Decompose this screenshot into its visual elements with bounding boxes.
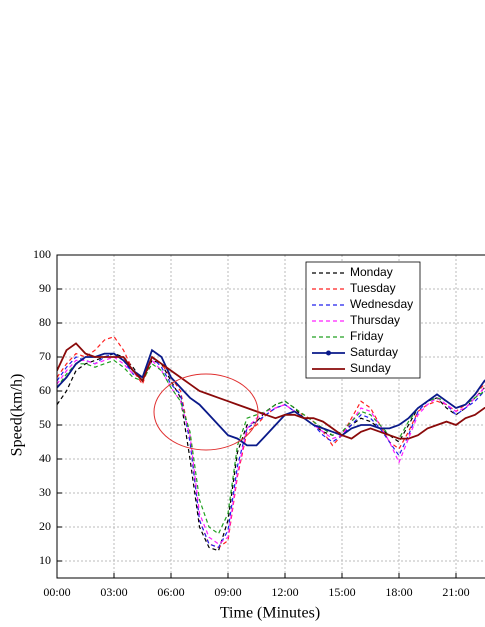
- series-line: [57, 359, 485, 535]
- y-tick-label: 20: [39, 519, 51, 533]
- y-tick-label: 70: [39, 349, 51, 363]
- x-tick-label: 12:00: [271, 585, 298, 599]
- x-tick-label: 09:00: [214, 585, 241, 599]
- x-tick-label: 06:00: [157, 585, 184, 599]
- x-tick-label: 15:00: [328, 585, 355, 599]
- y-tick-label: 50: [39, 417, 51, 431]
- y-tick-label: 100: [33, 247, 51, 261]
- y-axis-title: Speed(km/h): [9, 374, 26, 457]
- plot-frame: [56, 254, 485, 579]
- legend-box: [305, 261, 421, 379]
- series-line: [57, 342, 485, 440]
- legend-marker: [326, 350, 331, 356]
- legend-label: Wednesday: [350, 297, 413, 311]
- x-tick-label: 03:00: [100, 585, 127, 599]
- y-tick-label: 10: [39, 553, 51, 567]
- y-tick-label: 90: [39, 281, 51, 295]
- x-tick-label: 00:00: [43, 585, 70, 599]
- series-line: [57, 356, 485, 545]
- legend-label: Thursday: [350, 313, 400, 327]
- y-tick-label: 80: [39, 315, 51, 329]
- ticks: 10 20 30 40 50 60 70 80 90 100 00:00 03:00 06:00 09:0…: [33, 247, 470, 599]
- plot-lines: [57, 335, 485, 552]
- series-line: [57, 348, 485, 447]
- legend-label: Saturday: [350, 345, 398, 359]
- series-line: [57, 352, 485, 552]
- y-tick-label: 40: [39, 451, 51, 465]
- legend-label: Monday: [350, 265, 393, 279]
- legend: Monday Tuesday Wednesday Thursday Friday Satu…: [305, 261, 421, 379]
- highlight-ellipse: [153, 373, 259, 451]
- x-tick-label: 21:00: [442, 585, 469, 599]
- x-tick-label: 18:00: [385, 585, 412, 599]
- legend-label: Tuesday: [350, 281, 396, 295]
- y-tick-label: 60: [39, 383, 51, 397]
- y-tick-label: 30: [39, 485, 51, 499]
- series-line: [57, 352, 485, 549]
- series-line: [57, 335, 485, 549]
- x-axis-title: Time (Minutes): [220, 605, 320, 622]
- legend-label: Sunday: [350, 361, 391, 375]
- legend-label: Friday: [350, 329, 383, 343]
